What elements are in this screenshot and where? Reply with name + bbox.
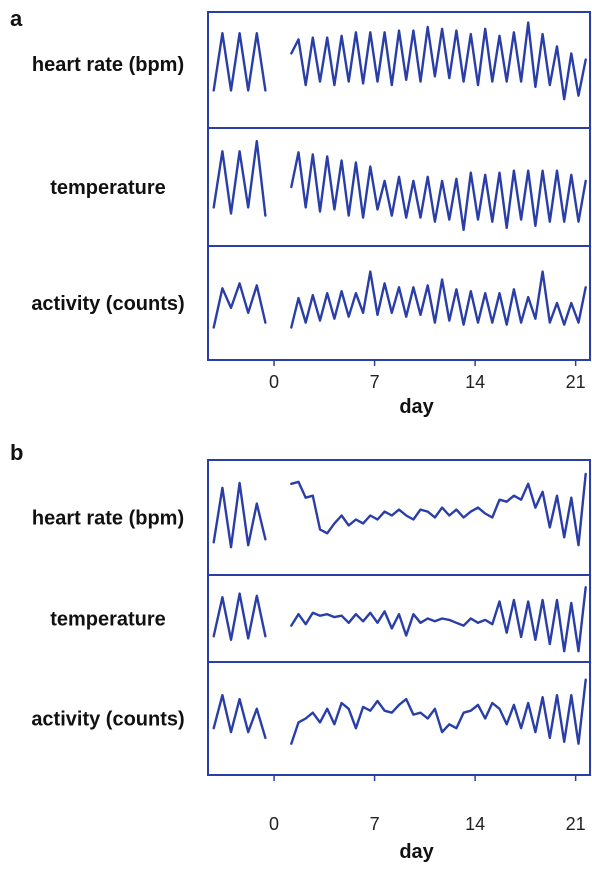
panel-letter: a [10,6,23,31]
series-line-temperature-1 [290,151,587,232]
x-tick-label: 7 [370,372,380,392]
panel-b: b heart rate (bpm) temperature activity (co… [10,440,591,863]
x-tick-label: 14 [465,372,485,392]
series-line-temperature-0 [212,139,267,217]
series-line-heart-1 [290,21,587,101]
series-line-activity-0 [212,282,267,329]
x-axis-label: day [399,841,434,863]
series-line-activity-0 [212,694,267,740]
row-label: heart rate (bpm) [32,54,184,76]
x-tick-label: 21 [566,372,586,392]
row-label: heart rate (bpm) [32,508,184,530]
panel-letter: b [10,440,23,465]
series-line-temperature-1 [290,586,587,653]
series-line-heart-0 [212,481,267,549]
series-line-activity-1 [290,270,587,329]
x-tick-label: 14 [465,814,485,834]
row-label: activity (counts) [31,293,184,315]
row-label: temperature [50,177,166,199]
x-axis-label: day [399,396,434,418]
x-tick-label: 0 [269,372,279,392]
x-tick-label: 0 [269,814,279,834]
panel-frame [207,11,591,361]
panel-frame [207,459,591,776]
x-tick-label: 7 [370,814,380,834]
series-line-temperature-0 [212,592,267,641]
row-label: activity (counts) [31,709,184,731]
series-line-activity-1 [290,678,587,745]
series-line-heart-1 [290,472,587,547]
x-tick-label: 21 [566,814,586,834]
series-line-heart-0 [212,32,267,92]
row-label: temperature [50,609,166,631]
panel-a: a heart rate (bpm) temperature activity (co… [10,6,591,418]
figure-panels: a heart rate (bpm) temperature activity (co… [10,6,591,863]
